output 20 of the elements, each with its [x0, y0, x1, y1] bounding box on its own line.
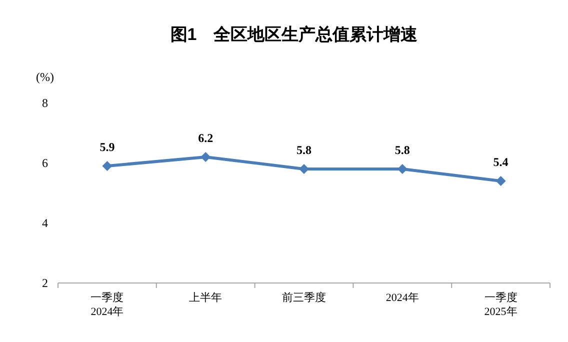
point [200, 152, 211, 162]
x-tick-label: 一季度 2024年 [90, 291, 124, 318]
data-label: 6.2 [198, 131, 214, 145]
y-tick-label: 8 [42, 96, 48, 110]
x-tick-label: 前三季度 [282, 291, 326, 304]
point [102, 161, 112, 171]
data-label: 5.4 [493, 155, 508, 169]
data-label: 5.8 [394, 143, 410, 157]
x-tick-label: 上半年 [189, 291, 222, 304]
point [496, 176, 506, 186]
y-tick-label: 6 [42, 156, 48, 170]
data-label: 5.9 [100, 140, 115, 154]
x-tick-label: 一季度 2025年 [484, 291, 518, 318]
y-tick-label: 2 [42, 276, 48, 290]
data-label: 5.8 [296, 143, 312, 157]
point [299, 164, 309, 174]
y-tick-label: 4 [42, 216, 48, 230]
x-tick-label: 2024年 [386, 292, 419, 304]
y-axis-title: (%) [36, 70, 54, 84]
chart-title: 图1 全区地区生产总值累计增速 [170, 25, 418, 44]
